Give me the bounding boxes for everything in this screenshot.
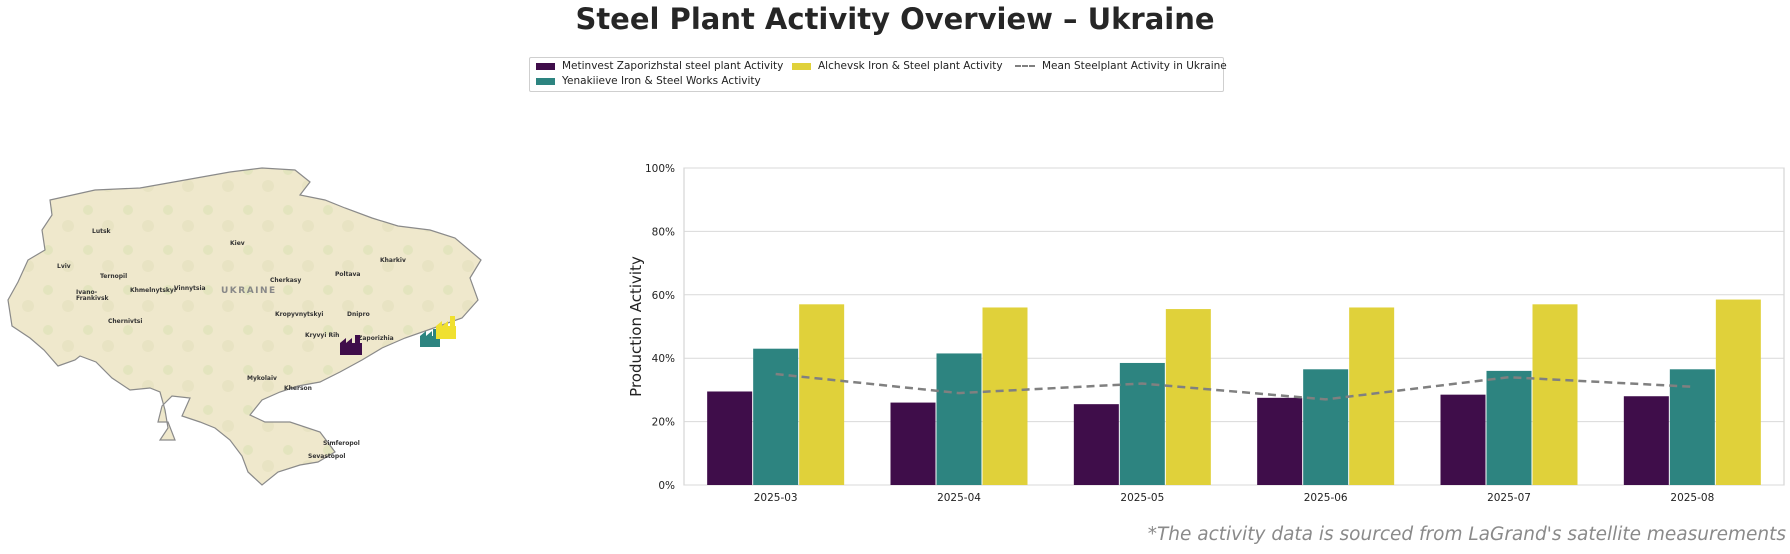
bar-yenakiieve: [1486, 370, 1532, 485]
y-tick-label: 100%: [645, 163, 675, 175]
city-label: Ivano-: [76, 289, 98, 296]
bar-alchevsk: [1349, 307, 1395, 485]
bar-metinvest: [707, 391, 753, 485]
city-label: Simferopol: [323, 440, 360, 447]
factory-icon: [436, 316, 456, 339]
ukraine-outline: [7, 167, 482, 486]
city-label: Kryvyi Rih: [305, 332, 339, 339]
bar-metinvest: [890, 402, 936, 485]
bar-metinvest: [1257, 397, 1303, 485]
y-tick-label: 80%: [652, 226, 675, 238]
bar-yenakiieve: [753, 348, 799, 485]
x-tick-label: 2025-04: [937, 492, 981, 504]
ukraine-map: Lutsk Kiev Kharkiv Lviv Ternopil Ivano- …: [0, 160, 490, 500]
legend-item-metinvest: Metinvest Zaporizhstal steel plant Activ…: [536, 60, 783, 72]
legend-swatch-yenakiieve: [536, 77, 555, 85]
page-title: Steel Plant Activity Overview – Ukraine: [575, 2, 1215, 36]
data-source-footnote: *The activity data is sourced from LaGra…: [1147, 524, 1786, 545]
city-label: Lviv: [57, 263, 71, 270]
bar-metinvest: [1073, 404, 1119, 485]
city-label: Lutsk: [92, 228, 112, 235]
bar-alchevsk: [982, 307, 1028, 485]
ukraine-map-svg: Lutsk Kiev Kharkiv Lviv Ternopil Ivano- …: [7, 167, 482, 486]
plot-area-frame: [683, 167, 1785, 486]
chart-legend: Metinvest Zaporizhstal steel plant Activ…: [529, 57, 1227, 92]
legend-swatch-alchevsk: [792, 62, 811, 70]
city-label: Kharkiv: [380, 257, 406, 264]
y-tick-label: 20%: [652, 417, 675, 429]
x-tick-label: 2025-03: [754, 492, 798, 504]
x-tick-label: 2025-08: [1670, 492, 1714, 504]
city-label: Khmelnytskyi: [130, 287, 176, 294]
bar-alchevsk: [1715, 299, 1761, 485]
legend-item-yenakiieve: Yenakiieve Iron & Steel Works Activity: [536, 75, 761, 87]
bar-yenakiieve: [1119, 362, 1165, 485]
city-label: Poltava: [335, 271, 360, 278]
bar-alchevsk: [1532, 304, 1578, 485]
bar-alchevsk: [1165, 309, 1211, 485]
legend-item-mean: Mean Steelplant Activity in Ukraine: [1015, 60, 1227, 72]
factory-icon: [340, 335, 362, 355]
map-country-label: UKRAINE: [221, 286, 277, 296]
legend-label-alchevsk: Alchevsk Iron & Steel plant Activity: [818, 60, 1003, 72]
bar-metinvest: [1440, 394, 1486, 485]
city-label: Frankivsk: [76, 295, 110, 302]
city-label: Zaporizhia: [358, 335, 394, 342]
legend-label-metinvest: Metinvest Zaporizhstal steel plant Activ…: [562, 60, 784, 72]
city-label: Cherkasy: [270, 277, 301, 284]
y-tick-label: 60%: [652, 290, 675, 302]
legend-label-yenakiieve: Yenakiieve Iron & Steel Works Activity: [562, 75, 761, 87]
legend-item-alchevsk: Alchevsk Iron & Steel plant Activity: [792, 60, 1003, 72]
city-label: Chernivtsi: [108, 318, 142, 325]
y-tick-label: 0%: [658, 480, 675, 492]
city-label: Ternopil: [100, 273, 127, 280]
x-tick-label: 2025-05: [1120, 492, 1164, 504]
x-tick-label: 2025-07: [1487, 492, 1531, 504]
city-label: Sevastopol: [308, 453, 345, 460]
city-label: Kiev: [230, 240, 245, 247]
legend-label-mean: Mean Steelplant Activity in Ukraine: [1042, 60, 1227, 72]
city-label: Kropyvnytskyi: [275, 311, 323, 318]
x-tick-label: 2025-06: [1304, 492, 1348, 504]
mean-activity-line: [775, 372, 1693, 401]
city-label: Kherson: [284, 385, 312, 392]
bar-alchevsk: [799, 304, 845, 485]
factory-icon: [420, 329, 440, 347]
bar-yenakiieve: [936, 353, 982, 485]
city-label: Vinnytsia: [174, 285, 206, 292]
city-label: Dnipro: [347, 311, 370, 318]
legend-swatch-metinvest: [536, 62, 555, 70]
y-tick-label: 40%: [652, 353, 675, 365]
bar-metinvest: [1623, 396, 1669, 485]
city-label: Mykolaiv: [247, 375, 277, 382]
legend-swatch-mean: [1015, 65, 1035, 67]
bar-yenakiieve: [1669, 369, 1715, 485]
bar-yenakiieve: [1303, 369, 1349, 485]
y-axis-label: Production Activity: [627, 256, 645, 397]
